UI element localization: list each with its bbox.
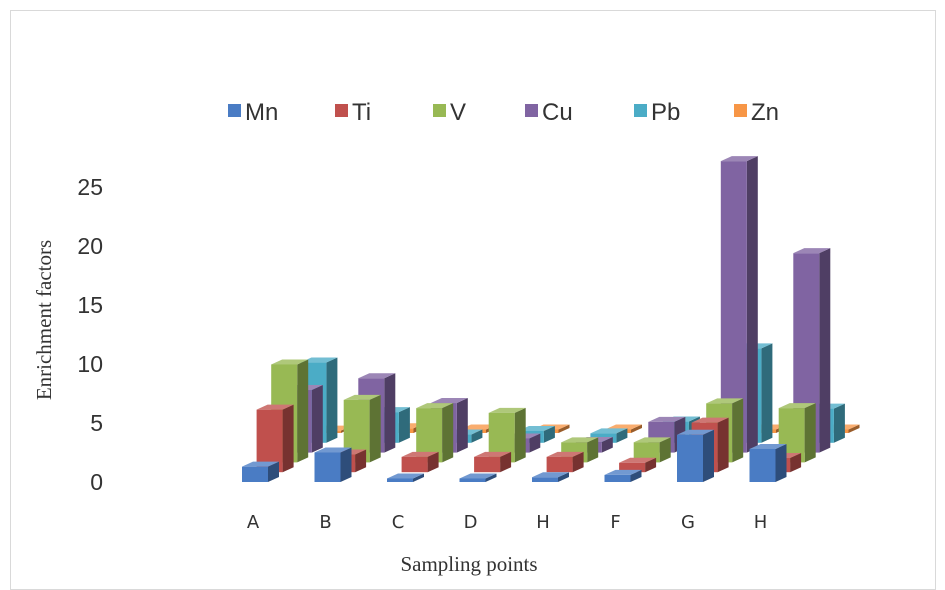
series-mn — [242, 429, 787, 482]
legend-label: V — [450, 99, 466, 126]
bar — [401, 451, 439, 473]
legend-label: Mn — [245, 99, 278, 126]
bar — [532, 472, 569, 482]
bar — [242, 461, 279, 482]
x-axis-title: Sampling points — [400, 552, 537, 576]
legend-swatch — [335, 104, 348, 117]
bar — [619, 457, 657, 473]
legend-label: Ti — [352, 99, 371, 126]
bar — [677, 429, 714, 482]
legend-swatch — [525, 104, 538, 117]
bar — [387, 473, 424, 482]
legend-swatch — [634, 104, 647, 117]
plot-area — [242, 156, 860, 482]
y-axis-title: Enrichment factors — [32, 240, 56, 400]
y-tick-label: 0 — [90, 469, 103, 495]
legend-item: Zn — [734, 99, 779, 126]
bar — [546, 451, 584, 473]
y-axis: 0 5 10 15 20 25 — [77, 174, 103, 495]
x-tick-label: A — [247, 512, 260, 533]
legend-item: Pb — [634, 99, 680, 126]
legend-swatch — [228, 104, 241, 117]
x-tick-label: H — [536, 512, 550, 533]
legend-label: Pb — [651, 99, 680, 126]
legend-label: Zn — [751, 99, 779, 126]
x-tick-label: D — [464, 512, 478, 533]
y-tick-label: 5 — [90, 410, 103, 436]
chart-frame — [10, 10, 936, 590]
legend-swatch — [433, 104, 446, 117]
x-tick-label: B — [319, 512, 331, 533]
legend-label: Cu — [542, 99, 573, 126]
legend-item: Ti — [335, 99, 371, 126]
y-tick-label: 25 — [77, 174, 103, 200]
x-tick-label: G — [681, 512, 695, 533]
legend-item: Mn — [228, 99, 278, 126]
x-tick-label: C — [392, 512, 405, 533]
x-tick-label: F — [610, 512, 620, 533]
legend-item: V — [433, 99, 466, 126]
bar — [604, 469, 642, 482]
y-tick-label: 15 — [77, 292, 103, 318]
legend: Mn Ti V Cu Pb Zn — [228, 99, 779, 126]
bar — [633, 437, 671, 463]
legend-item: Cu — [525, 99, 573, 126]
x-tick-label: H — [754, 512, 768, 533]
bar — [459, 473, 497, 482]
y-tick-label: 20 — [77, 233, 103, 259]
y-tick-label: 10 — [77, 351, 103, 377]
bar — [749, 443, 787, 482]
legend-swatch — [734, 104, 747, 117]
bar — [474, 451, 512, 473]
bar — [314, 447, 352, 482]
